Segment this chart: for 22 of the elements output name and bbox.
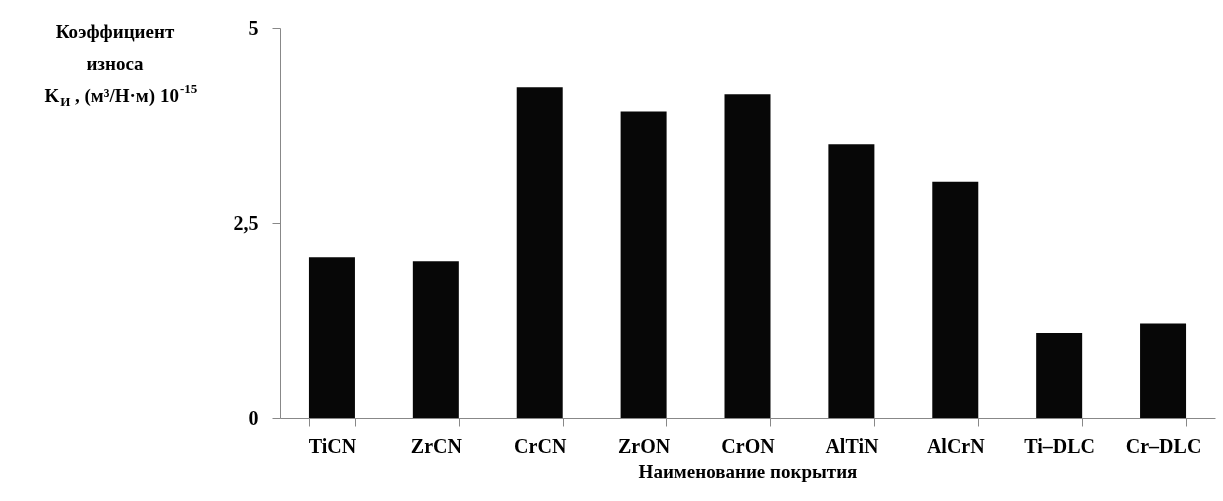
bar	[308, 257, 355, 418]
bar	[724, 94, 771, 418]
x-tick-label: TiCN	[308, 434, 357, 457]
x-tick-label: ZrCN	[410, 434, 463, 457]
y-tick-label: 2,5	[233, 211, 259, 234]
x-tick-label: CrON	[721, 434, 776, 457]
y-tick-label: 5	[248, 16, 259, 39]
x-tick-label: Ti–DLC	[1024, 434, 1096, 457]
x-tick-label: AlCrN	[926, 434, 986, 457]
bar	[828, 144, 875, 418]
x-tick-label: CrCN	[514, 434, 567, 457]
x-tick-label: Cr–DLC	[1125, 434, 1202, 457]
x-tick-label: AlTiN	[825, 434, 879, 457]
bar	[620, 111, 667, 418]
bar	[412, 261, 459, 418]
bar	[1036, 332, 1083, 418]
bar	[932, 181, 979, 418]
x-axis-title: Наименование покрытия	[638, 460, 858, 482]
x-tick-label: ZrON	[618, 434, 671, 457]
y-tick-label: 0	[248, 406, 259, 429]
bar	[1140, 323, 1187, 418]
bar	[516, 87, 563, 418]
